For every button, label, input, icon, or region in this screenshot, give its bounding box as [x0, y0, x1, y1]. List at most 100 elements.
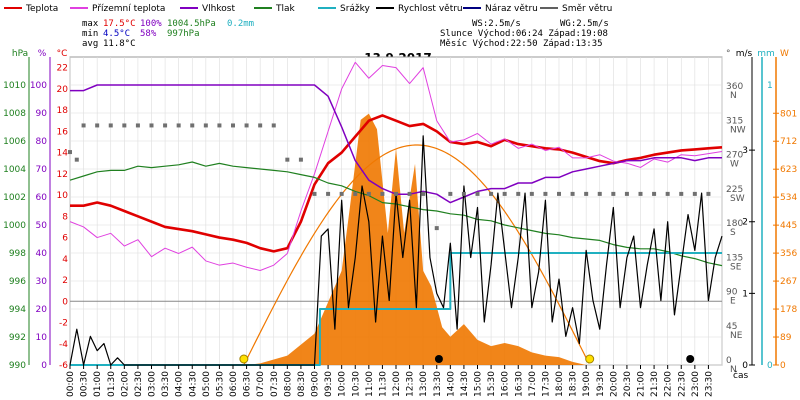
- tick-w: 801: [780, 109, 797, 119]
- wind-dir-point: [557, 191, 561, 196]
- legend-label: Náraz větru: [485, 4, 538, 14]
- legend-label: Rychlost větru: [398, 4, 463, 14]
- tick-x: 14:00: [446, 371, 456, 397]
- wind-dir-point: [271, 123, 276, 128]
- tick-x: 05:00: [202, 371, 212, 397]
- wind-dir-point: [679, 191, 684, 196]
- tick-temp: 12: [57, 170, 68, 180]
- tick-hpa: 1008: [3, 109, 26, 119]
- tick-mm: 0: [767, 361, 773, 371]
- axis-label-pct: %: [38, 49, 47, 59]
- tick-pct: 50: [36, 221, 48, 231]
- stat-avg-temp: 11.8°C: [103, 39, 136, 49]
- wind-dir-point: [353, 191, 358, 196]
- legend-label: Tlak: [275, 4, 296, 14]
- wind-dir-point: [217, 123, 222, 128]
- tick-temp: 22: [57, 64, 68, 74]
- tick-pct: 80: [36, 137, 48, 147]
- tick-x: 13:00: [419, 371, 429, 397]
- axis-label-mm: mm: [757, 49, 775, 59]
- sun-marker: [239, 354, 249, 364]
- tick-pct: 0: [41, 361, 47, 371]
- wind-dir-point: [68, 150, 72, 155]
- wind-dir-point: [611, 191, 616, 196]
- tick-dir-value: 360: [726, 82, 743, 92]
- stat-wg: WG:2.5m/s: [560, 19, 609, 29]
- tick-temp: 8: [62, 212, 68, 222]
- tick-x: 06:30: [243, 371, 253, 397]
- tick-ms: 2: [742, 218, 748, 228]
- axis-label-w: W: [780, 49, 789, 59]
- tick-x: 12:00: [392, 371, 402, 397]
- tick-x: 07:00: [256, 371, 266, 397]
- tick-temp: 20: [57, 85, 69, 95]
- wind-dir-point: [706, 191, 711, 196]
- wind-dir-point: [624, 191, 629, 196]
- stat-max-temp: 17.5°C: [103, 19, 136, 29]
- tick-temp: 18: [57, 106, 69, 116]
- wind-dir-point: [489, 191, 494, 196]
- tick-hpa: 1006: [3, 137, 26, 147]
- wind-dir-point: [665, 191, 670, 196]
- tick-x: 16:30: [514, 371, 524, 397]
- tick-w: 178: [780, 305, 797, 315]
- tick-temp: 6: [62, 234, 68, 244]
- tick-temp: -2: [59, 319, 68, 329]
- sun-marker: [585, 354, 595, 364]
- tick-dir-value: 315: [726, 116, 743, 126]
- wind-dir-point: [108, 123, 113, 128]
- wind-dir-point: [584, 191, 589, 196]
- wind-dir-point: [244, 123, 249, 128]
- tick-hpa: 1002: [3, 193, 26, 203]
- moon-marker: [686, 355, 695, 363]
- wind-dir-point: [461, 191, 466, 196]
- legend: Teplota Přízemní teplota Vlhkost Tlak Srážky…: [4, 4, 612, 14]
- tick-mm: 1: [767, 81, 773, 91]
- wind-dir-point: [176, 123, 181, 128]
- tick-temp: 14: [57, 149, 69, 159]
- tick-x: 14:30: [460, 371, 470, 397]
- tick-x: 18:00: [555, 371, 565, 397]
- tick-x: 02:30: [134, 371, 144, 397]
- series-srážky: [70, 252, 722, 366]
- legend-label: Srážky: [340, 4, 371, 14]
- tick-x: 21:30: [650, 371, 660, 397]
- wind-dir-point: [502, 191, 507, 196]
- series-přízemní-teplota: [69, 61, 723, 271]
- tick-x: 03:00: [148, 371, 158, 397]
- tick-x: 13:30: [433, 371, 443, 397]
- tick-x: 05:30: [215, 371, 225, 397]
- tick-dir-name: N: [730, 91, 737, 101]
- stat-ws: WS:2.5m/s: [472, 19, 521, 29]
- tick-temp: -4: [59, 340, 68, 350]
- tick-x: 09:30: [324, 371, 334, 397]
- axis-label-hpa: hPa: [12, 49, 28, 59]
- tick-dir-name: E: [730, 297, 736, 307]
- tick-pct: 20: [36, 305, 48, 315]
- tick-hpa: 994: [9, 305, 26, 315]
- wind-dir-point: [95, 123, 100, 128]
- tick-hpa: 990: [9, 361, 26, 371]
- stat-moon: Měsíc Východ:22:50 Západ:13:35: [440, 39, 603, 49]
- wind-dir-point: [652, 191, 657, 196]
- tick-w: 89: [780, 333, 792, 343]
- wind-dir-point: [135, 123, 140, 128]
- wind-dir-point: [163, 123, 168, 128]
- stat-max-hum: 100%: [140, 19, 162, 29]
- tick-x: 11:30: [378, 371, 388, 397]
- tick-w: 0: [780, 361, 786, 371]
- tick-dir-name: S: [730, 228, 736, 238]
- astro-markers: [239, 354, 695, 364]
- wind-dir-point: [298, 157, 303, 162]
- tick-x: 10:30: [351, 371, 361, 397]
- tick-x: 08:30: [297, 371, 307, 397]
- wind-dir-point: [394, 191, 398, 196]
- tick-ms: 3: [742, 146, 748, 156]
- tick-dir-value: 0: [726, 356, 732, 366]
- stat-min-label: min: [82, 29, 98, 39]
- tick-hpa: 992: [9, 333, 26, 343]
- legend-label: Vlhkost: [202, 4, 235, 14]
- tick-dir-value: 45: [726, 322, 737, 332]
- stats-panel: max 17.5°C 100% 1004.5hPa 0.2mm min 4.5°…: [82, 19, 609, 49]
